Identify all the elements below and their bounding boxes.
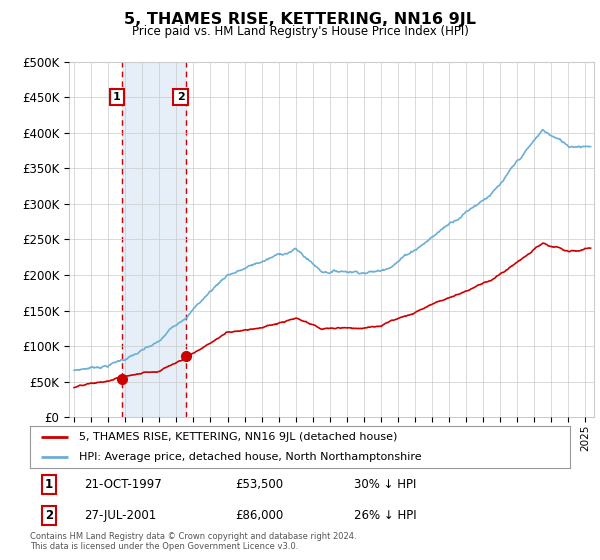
Text: 1: 1 bbox=[45, 478, 53, 491]
Bar bbox=[122, 62, 186, 417]
Text: £53,500: £53,500 bbox=[235, 478, 283, 491]
Text: HPI: Average price, detached house, North Northamptonshire: HPI: Average price, detached house, Nort… bbox=[79, 452, 421, 461]
Text: Price paid vs. HM Land Registry's House Price Index (HPI): Price paid vs. HM Land Registry's House … bbox=[131, 25, 469, 38]
Text: 21-OCT-1997: 21-OCT-1997 bbox=[84, 478, 162, 491]
Text: 2: 2 bbox=[177, 92, 185, 102]
Text: £86,000: £86,000 bbox=[235, 508, 283, 521]
Text: 5, THAMES RISE, KETTERING, NN16 9JL: 5, THAMES RISE, KETTERING, NN16 9JL bbox=[124, 12, 476, 27]
Text: 1: 1 bbox=[113, 92, 121, 102]
Text: 30% ↓ HPI: 30% ↓ HPI bbox=[354, 478, 416, 491]
Text: Contains HM Land Registry data © Crown copyright and database right 2024.
This d: Contains HM Land Registry data © Crown c… bbox=[30, 532, 356, 552]
Text: 5, THAMES RISE, KETTERING, NN16 9JL (detached house): 5, THAMES RISE, KETTERING, NN16 9JL (det… bbox=[79, 432, 397, 441]
Text: 2: 2 bbox=[45, 508, 53, 521]
Text: 26% ↓ HPI: 26% ↓ HPI bbox=[354, 508, 416, 521]
Text: 27-JUL-2001: 27-JUL-2001 bbox=[84, 508, 156, 521]
